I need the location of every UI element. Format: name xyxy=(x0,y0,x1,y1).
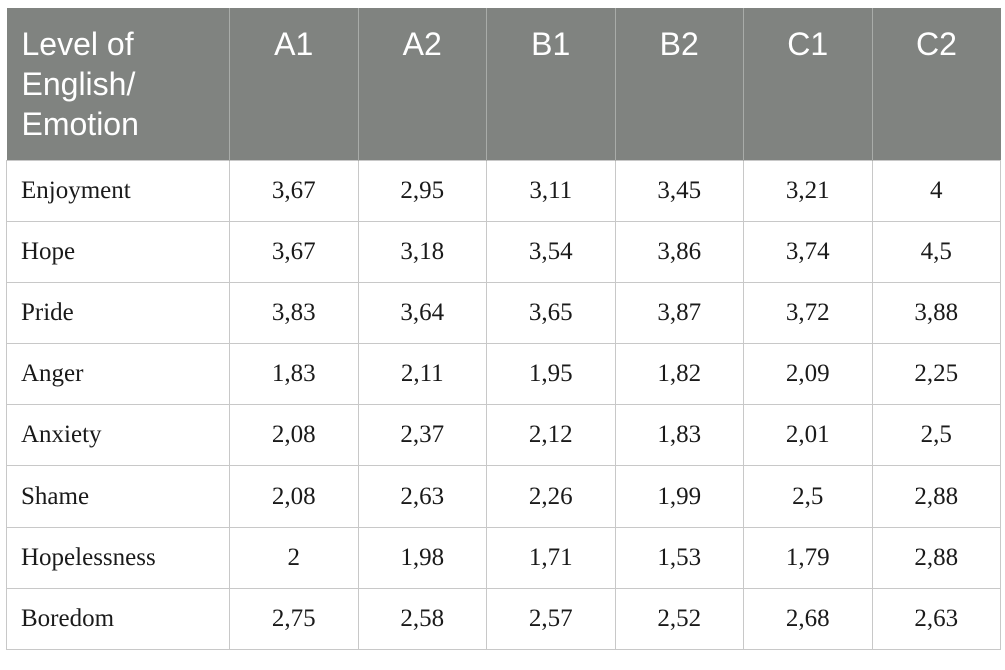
table-cell: 3,67 xyxy=(229,159,359,222)
table-cell: 1,53 xyxy=(614,526,744,589)
table-cell: 3,88 xyxy=(871,281,1001,345)
table-cell: 1,83 xyxy=(229,343,359,406)
table-cell: 3,11 xyxy=(486,159,616,222)
level-header-c1: C1 xyxy=(743,8,873,160)
table-cell: 2,88 xyxy=(871,526,1001,589)
table-cell: 2,75 xyxy=(229,587,359,651)
level-header-c2: C2 xyxy=(872,8,1001,160)
emotion-label: Hope xyxy=(6,220,230,283)
emotion-label: Anxiety xyxy=(6,404,230,467)
table-cell: 2,68 xyxy=(743,587,873,651)
table-cell: 1,83 xyxy=(614,404,744,467)
table-cell: 2,52 xyxy=(614,587,744,651)
table-cell: 3,74 xyxy=(743,220,873,283)
table-row: Shame 2,08 2,63 2,26 1,99 2,5 2,88 xyxy=(6,465,1001,528)
table-cell: 3,67 xyxy=(229,220,359,283)
emotion-label: Pride xyxy=(6,281,230,345)
table-cell: 3,18 xyxy=(357,220,487,283)
table-cell: 3,64 xyxy=(357,281,487,345)
table-cell: 2,11 xyxy=(357,343,487,406)
table-cell: 3,83 xyxy=(229,281,359,345)
corner-header-cell: Level of English/ Emotion xyxy=(6,8,230,160)
level-header-a2: A2 xyxy=(358,8,487,160)
table-cell: 1,99 xyxy=(614,465,744,528)
table-cell: 2,25 xyxy=(871,343,1001,406)
table-cell: 2,88 xyxy=(871,465,1001,528)
table-cell: 1,98 xyxy=(357,526,487,589)
table-cell: 3,87 xyxy=(614,281,744,345)
level-header-b1: B1 xyxy=(486,8,616,160)
table-cell: 4 xyxy=(871,159,1001,222)
table-header: Level of English/ Emotion A1 A2 B1 B2 C1… xyxy=(6,8,1001,160)
table-cell: 3,65 xyxy=(486,281,616,345)
emotion-label: Enjoyment xyxy=(6,159,230,222)
table-cell: 3,86 xyxy=(614,220,744,283)
table-cell: 2,95 xyxy=(357,159,487,222)
table-cell: 2,08 xyxy=(229,404,359,467)
emotion-label: Hopelessness xyxy=(6,526,230,589)
table-cell: 4,5 xyxy=(871,220,1001,283)
table-cell: 2 xyxy=(229,526,359,589)
table-cell: 3,45 xyxy=(614,159,744,222)
table-row: Enjoyment 3,67 2,95 3,11 3,45 3,21 4 xyxy=(6,159,1001,222)
table-row: Hopelessness 2 1,98 1,71 1,53 1,79 2,88 xyxy=(6,526,1001,589)
table-cell: 1,71 xyxy=(486,526,616,589)
table-cell: 2,5 xyxy=(871,404,1001,467)
table-row: Pride 3,83 3,64 3,65 3,87 3,72 3,88 xyxy=(6,281,1001,345)
table-cell: 3,72 xyxy=(743,281,873,345)
table-row: Boredom 2,75 2,58 2,57 2,52 2,68 2,63 xyxy=(6,587,1001,651)
table-cell: 2,58 xyxy=(357,587,487,651)
table-cell: 1,95 xyxy=(486,343,616,406)
emotion-label: Anger xyxy=(6,343,230,406)
table-row: Anger 1,83 2,11 1,95 1,82 2,09 2,25 xyxy=(6,343,1001,406)
table-cell: 1,82 xyxy=(614,343,744,406)
table-cell: 2,26 xyxy=(486,465,616,528)
table-cell: 2,01 xyxy=(743,404,873,467)
table-cell: 2,12 xyxy=(486,404,616,467)
emotion-label: Shame xyxy=(6,465,230,528)
table-cell: 1,79 xyxy=(743,526,873,589)
table-cell: 2,5 xyxy=(743,465,873,528)
header-row: Level of English/ Emotion A1 A2 B1 B2 C1… xyxy=(6,8,1001,160)
table-row: Anxiety 2,08 2,37 2,12 1,83 2,01 2,5 xyxy=(6,404,1001,467)
table-cell: 2,57 xyxy=(486,587,616,651)
table-row: Hope 3,67 3,18 3,54 3,86 3,74 4,5 xyxy=(6,220,1001,283)
table-body: Enjoyment 3,67 2,95 3,11 3,45 3,21 4 Hop… xyxy=(6,159,1001,651)
emotion-label: Boredom xyxy=(6,587,230,651)
emotion-by-level-table: Level of English/ Emotion A1 A2 B1 B2 C1… xyxy=(6,8,1001,651)
level-header-b2: B2 xyxy=(615,8,744,160)
table-cell: 3,21 xyxy=(743,159,873,222)
table-cell: 2,09 xyxy=(743,343,873,406)
table-cell: 3,54 xyxy=(486,220,616,283)
table-cell: 2,08 xyxy=(229,465,359,528)
table-cell: 2,63 xyxy=(871,587,1001,651)
level-header-a1: A1 xyxy=(229,8,359,160)
table-cell: 2,37 xyxy=(357,404,487,467)
table-cell: 2,63 xyxy=(357,465,487,528)
